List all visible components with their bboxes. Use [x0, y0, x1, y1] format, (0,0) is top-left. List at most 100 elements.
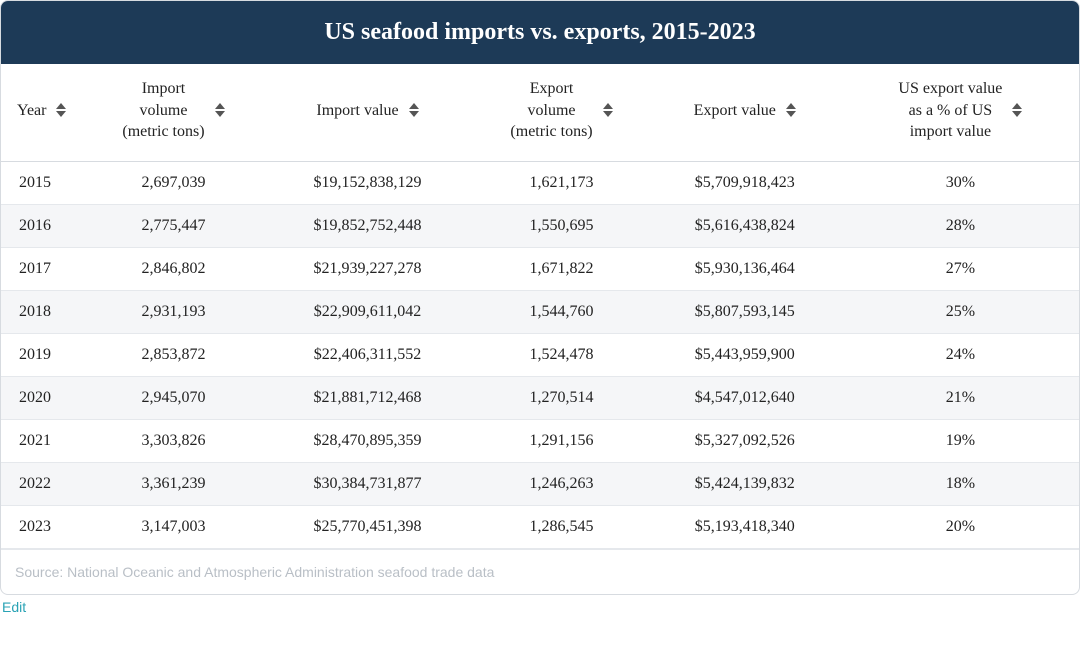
cell-export_vol: 1,246,263 [475, 462, 647, 505]
cell-import_val: $22,909,611,042 [260, 290, 476, 333]
cell-export_vol: 1,270,514 [475, 376, 647, 419]
sort-asc-icon [56, 103, 66, 109]
cell-pct: 20% [842, 505, 1079, 548]
table-head: Year Importvolume(metric tons) Import valu… [1, 64, 1079, 161]
column-header-year[interactable]: Year [1, 64, 87, 161]
sort-desc-icon [1012, 111, 1022, 117]
cell-year: 2021 [1, 419, 87, 462]
cell-export_val: $5,709,918,423 [648, 161, 842, 204]
cell-export_val: $5,616,438,824 [648, 204, 842, 247]
cell-export_val: $5,807,593,145 [648, 290, 842, 333]
sort-icon[interactable] [215, 103, 225, 117]
column-header-pct[interactable]: US export valueas a % of USimport value [842, 64, 1079, 161]
cell-pct: 21% [842, 376, 1079, 419]
sort-icon[interactable] [409, 103, 419, 117]
cell-export_vol: 1,671,822 [475, 247, 647, 290]
cell-import_vol: 3,361,239 [87, 462, 259, 505]
cell-pct: 19% [842, 419, 1079, 462]
table-row: 20213,303,826$28,470,895,3591,291,156$5,… [1, 419, 1079, 462]
cell-export_val: $4,547,012,640 [648, 376, 842, 419]
cell-year: 2017 [1, 247, 87, 290]
cell-export_vol: 1,550,695 [475, 204, 647, 247]
sort-asc-icon [215, 103, 225, 109]
table-row: 20172,846,802$21,939,227,2781,671,822$5,… [1, 247, 1079, 290]
cell-import_vol: 2,846,802 [87, 247, 259, 290]
sort-asc-icon [1012, 103, 1022, 109]
table-row: 20182,931,193$22,909,611,0421,544,760$5,… [1, 290, 1079, 333]
cell-import_val: $30,384,731,877 [260, 462, 476, 505]
column-header-import_vol[interactable]: Importvolume(metric tons) [87, 64, 259, 161]
sort-asc-icon [409, 103, 419, 109]
cell-export_vol: 1,544,760 [475, 290, 647, 333]
data-table: Year Importvolume(metric tons) Import valu… [1, 64, 1079, 549]
cell-import_val: $25,770,451,398 [260, 505, 476, 548]
cell-export_val: $5,327,092,526 [648, 419, 842, 462]
sort-icon[interactable] [56, 103, 66, 117]
cell-export_vol: 1,621,173 [475, 161, 647, 204]
sort-desc-icon [409, 111, 419, 117]
cell-year: 2015 [1, 161, 87, 204]
table-row: 20202,945,070$21,881,712,4681,270,514$4,… [1, 376, 1079, 419]
cell-year: 2018 [1, 290, 87, 333]
column-label: Year [17, 100, 46, 122]
table-row: 20162,775,447$19,852,752,4481,550,695$5,… [1, 204, 1079, 247]
sort-icon[interactable] [603, 103, 613, 117]
cell-year: 2020 [1, 376, 87, 419]
cell-export_val: $5,424,139,832 [648, 462, 842, 505]
cell-export_val: $5,193,418,340 [648, 505, 842, 548]
cell-export_val: $5,930,136,464 [648, 247, 842, 290]
cell-pct: 28% [842, 204, 1079, 247]
column-header-import_val[interactable]: Import value [260, 64, 476, 161]
cell-export_vol: 1,291,156 [475, 419, 647, 462]
sort-desc-icon [215, 111, 225, 117]
table-title: US seafood imports vs. exports, 2015-202… [1, 1, 1079, 64]
sort-desc-icon [603, 111, 613, 117]
cell-import_val: $21,881,712,468 [260, 376, 476, 419]
cell-year: 2019 [1, 333, 87, 376]
sort-icon[interactable] [786, 103, 796, 117]
cell-import_val: $28,470,895,359 [260, 419, 476, 462]
cell-pct: 24% [842, 333, 1079, 376]
sort-desc-icon [786, 111, 796, 117]
sort-icon[interactable] [1012, 103, 1022, 117]
column-header-export_vol[interactable]: Exportvolume(metric tons) [475, 64, 647, 161]
cell-import_vol: 3,303,826 [87, 419, 259, 462]
cell-import_vol: 2,775,447 [87, 204, 259, 247]
cell-year: 2023 [1, 505, 87, 548]
source-note: Source: National Oceanic and Atmospheric… [1, 549, 1079, 594]
sort-asc-icon [603, 103, 613, 109]
table-row: 20152,697,039$19,152,838,1291,621,173$5,… [1, 161, 1079, 204]
table-row: 20233,147,003$25,770,451,3981,286,545$5,… [1, 505, 1079, 548]
cell-pct: 25% [842, 290, 1079, 333]
sort-desc-icon [56, 111, 66, 117]
table-body: 20152,697,039$19,152,838,1291,621,173$5,… [1, 161, 1079, 548]
cell-pct: 27% [842, 247, 1079, 290]
cell-pct: 30% [842, 161, 1079, 204]
header-row: Year Importvolume(metric tons) Import valu… [1, 64, 1079, 161]
column-label: Exportvolume(metric tons) [510, 78, 592, 143]
cell-year: 2022 [1, 462, 87, 505]
edit-link[interactable]: Edit [0, 595, 26, 623]
cell-export_vol: 1,524,478 [475, 333, 647, 376]
table-container: US seafood imports vs. exports, 2015-202… [0, 0, 1080, 595]
column-label: US export valueas a % of USimport value [898, 78, 1002, 143]
cell-import_val: $21,939,227,278 [260, 247, 476, 290]
cell-import_val: $19,852,752,448 [260, 204, 476, 247]
column-label: Export value [694, 100, 776, 122]
sort-asc-icon [786, 103, 796, 109]
cell-export_vol: 1,286,545 [475, 505, 647, 548]
table-row: 20223,361,239$30,384,731,8771,246,263$5,… [1, 462, 1079, 505]
table-row: 20192,853,872$22,406,311,5521,524,478$5,… [1, 333, 1079, 376]
cell-import_vol: 2,853,872 [87, 333, 259, 376]
cell-import_val: $19,152,838,129 [260, 161, 476, 204]
cell-pct: 18% [842, 462, 1079, 505]
cell-year: 2016 [1, 204, 87, 247]
column-header-export_val[interactable]: Export value [648, 64, 842, 161]
cell-import_val: $22,406,311,552 [260, 333, 476, 376]
cell-import_vol: 2,945,070 [87, 376, 259, 419]
cell-import_vol: 3,147,003 [87, 505, 259, 548]
cell-export_val: $5,443,959,900 [648, 333, 842, 376]
column-label: Import value [316, 100, 398, 122]
cell-import_vol: 2,697,039 [87, 161, 259, 204]
cell-import_vol: 2,931,193 [87, 290, 259, 333]
